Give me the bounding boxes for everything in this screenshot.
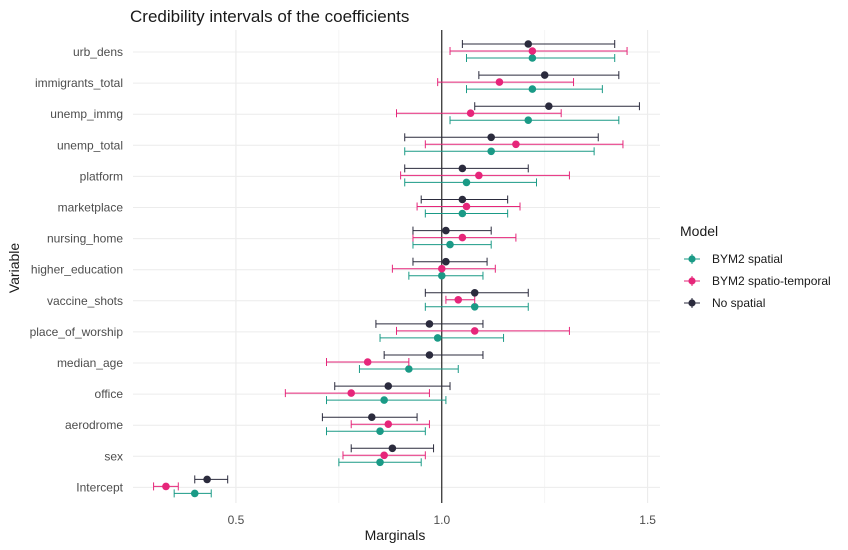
y-tick-label: unemp_total (57, 138, 123, 152)
series-bym2-spatio-temporal (153, 47, 628, 491)
legend-item: BYM2 spatio-temporal (684, 274, 831, 288)
estimate-point (384, 382, 393, 390)
estimate-point (363, 358, 372, 366)
estimate-point (380, 396, 388, 404)
estimate-point (384, 420, 393, 429)
estimate-point (347, 389, 356, 397)
x-tick-label: 1.0 (433, 513, 450, 527)
y-tick-label: vaccine_shots (47, 294, 123, 308)
y-tick-label: higher_education (31, 263, 123, 277)
estimate-point (524, 40, 533, 48)
estimate-point (466, 109, 475, 117)
estimate-point (162, 482, 170, 491)
estimate-point (470, 289, 479, 297)
y-tick-label: marketplace (58, 201, 124, 215)
legend-title: Model (680, 223, 718, 239)
estimate-point (203, 475, 211, 484)
y-tick-label: urb_dens (73, 45, 123, 59)
gridlines (133, 30, 660, 503)
y-axis-tick-labels: urb_dens immigrants_total unemp_immg unemp_… (30, 45, 124, 494)
series-layer (153, 40, 640, 498)
estimate-point (376, 458, 384, 467)
legend-label: BYM2 spatial (712, 252, 783, 266)
y-tick-label: sex (104, 449, 123, 463)
estimate-point (512, 140, 520, 149)
estimate-point (495, 78, 504, 86)
x-tick-label: 0.5 (228, 513, 245, 527)
estimate-point (388, 444, 397, 453)
estimate-point (425, 320, 434, 328)
y-tick-label: platform (80, 169, 123, 183)
y-tick-label: aerodrome (65, 418, 123, 432)
series-no-spatial (194, 40, 640, 484)
legend-item: BYM2 spatial (684, 252, 783, 266)
estimate-point (454, 296, 463, 304)
estimate-point (367, 413, 376, 422)
estimate-point (545, 102, 553, 110)
estimate-point (442, 257, 450, 266)
chart-title: Credibility intervals of the coefficient… (130, 7, 409, 26)
legend-items: BYM2 spatial BYM2 spatio-temporal No spati… (684, 252, 831, 310)
legend-key-point (688, 299, 696, 307)
estimate-point (458, 233, 467, 242)
estimate-point (462, 178, 471, 187)
estimate-point (462, 202, 471, 211)
estimate-point (380, 451, 388, 460)
legend-label: No spatial (712, 296, 765, 310)
estimate-point (540, 71, 549, 79)
y-tick-label: place_of_worship (30, 325, 124, 339)
y-tick-label: nursing_home (47, 232, 123, 246)
x-axis-title: Marginals (365, 527, 426, 543)
legend-item: No spatial (684, 296, 765, 310)
legend-label: BYM2 spatio-temporal (712, 274, 831, 288)
y-axis-title: Variable (6, 243, 22, 294)
estimate-point (405, 365, 413, 373)
estimate-point (524, 116, 533, 124)
estimate-point (433, 334, 442, 342)
estimate-point (475, 171, 483, 180)
x-axis-tick-labels: 0.5 1.0 1.5 (228, 513, 657, 527)
y-tick-label: office (95, 387, 124, 401)
estimate-point (376, 427, 384, 436)
legend-key-point (688, 255, 696, 263)
y-tick-label: Intercept (76, 480, 123, 494)
estimate-point (528, 47, 537, 55)
estimate-point (442, 226, 450, 235)
y-tick-label: unemp_immg (50, 107, 123, 121)
x-tick-label: 1.5 (639, 513, 656, 527)
y-tick-label: immigrants_total (35, 76, 123, 90)
legend: Model BYM2 spatial BYM2 spatio-temporal No… (680, 223, 831, 310)
estimate-point (437, 271, 446, 280)
estimate-point (425, 351, 434, 359)
estimate-point (458, 195, 467, 204)
estimate-point (528, 54, 537, 62)
estimate-point (446, 240, 454, 249)
estimate-point (458, 209, 467, 218)
estimate-point (470, 327, 479, 335)
estimate-point (437, 264, 446, 273)
series-bym2-spatial (173, 54, 620, 498)
estimate-point (487, 147, 495, 156)
y-tick-label: median_age (57, 356, 123, 370)
legend-key-point (688, 277, 696, 285)
estimate-point (487, 133, 495, 142)
estimate-point (470, 303, 479, 311)
estimate-point (458, 164, 467, 173)
estimate-point (190, 489, 199, 498)
estimate-point (528, 85, 537, 93)
